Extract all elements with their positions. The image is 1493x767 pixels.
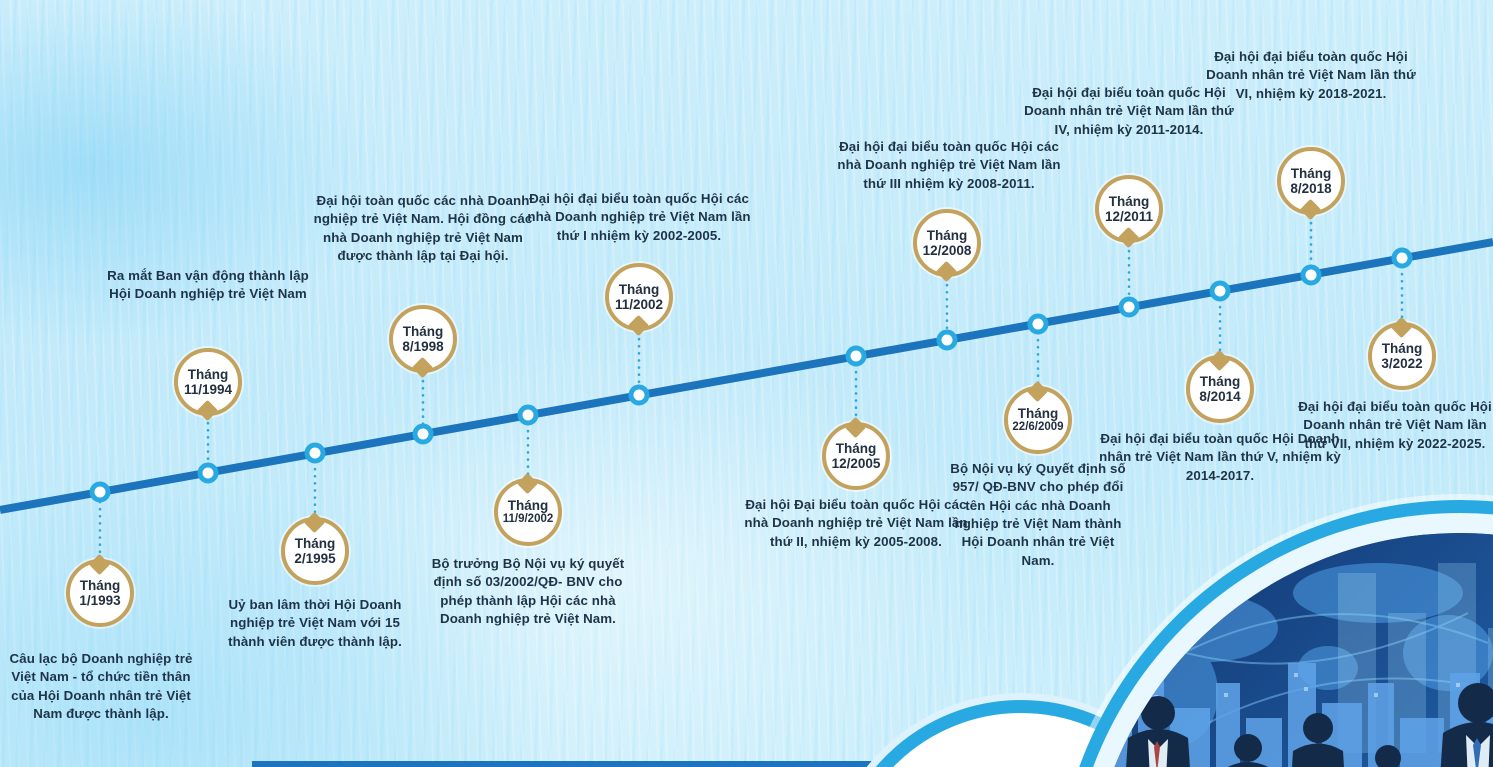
badge-date: 11/2002	[614, 297, 664, 312]
milestone-badge-8-2018: Tháng 8/2018	[1277, 147, 1345, 215]
timeline-node	[517, 404, 539, 426]
timeline-node	[89, 481, 111, 503]
milestone-description-3-2022: Đại hội đại biểu toàn quốc Hội Doanh nhâ…	[1298, 399, 1492, 451]
badge-month-word: Tháng	[1108, 193, 1150, 209]
timeline-node	[1300, 264, 1322, 286]
badge-date: 8/1998	[402, 339, 444, 354]
badge-date: 8/2018	[1290, 181, 1332, 196]
badge-month-word: Tháng	[402, 323, 444, 339]
milestone-description-12-2008: Đại hội đại biểu toàn quốc Hội các nhà D…	[837, 139, 1061, 191]
connector-lines	[98, 214, 1404, 558]
badge-date: 8/2014	[1199, 389, 1241, 404]
timeline-node	[197, 462, 219, 484]
timeline-node	[1118, 296, 1140, 318]
milestone-badge-8-1998: Tháng 8/1998	[389, 305, 457, 373]
timeline-node	[936, 329, 958, 351]
milestone-badge-12-2005: Tháng 12/2005	[822, 422, 890, 490]
badge-month-word: Tháng	[294, 535, 336, 551]
milestone-description-12-2011: Đại hội đại biểu toàn quốc Hội Doanh nhâ…	[1024, 85, 1234, 137]
milestone-description-11-9-2002: Bộ trưởng Bộ Nội vụ ký quyết định số 03/…	[431, 556, 625, 627]
milestone-description-22-6-2009: Bộ Nội vụ ký Quyết định số 957/ QĐ-BNV c…	[950, 461, 1126, 568]
badge-month-word: Tháng	[618, 281, 660, 297]
milestone-badge-1-1993: Tháng 1/1993	[66, 559, 134, 627]
milestone-badge-22-6-2009: Tháng 22/6/2009	[1004, 386, 1072, 454]
person-silhouette	[1292, 713, 1344, 767]
bottom-accent-bar	[252, 761, 1493, 767]
badge-month-word: Tháng	[1381, 340, 1423, 356]
timeline-node	[412, 423, 434, 445]
badge-month-word: Tháng	[1199, 373, 1241, 389]
shirt-accents	[1148, 735, 1490, 767]
badge-date: 12/2008	[922, 243, 972, 258]
milestone-badge-12-2008: Tháng 12/2008	[913, 209, 981, 277]
milestone-badge-8-2014: Tháng 8/2014	[1186, 355, 1254, 423]
badge-month-word: Tháng	[187, 366, 229, 382]
badge-date: 1/1993	[79, 593, 121, 608]
timeline-node	[304, 442, 326, 464]
badge-month-word: Tháng	[926, 227, 968, 243]
badge-date: 22/6/2009	[1012, 421, 1064, 434]
timeline-node	[845, 345, 867, 367]
badge-date: 11/1994	[183, 382, 233, 397]
badge-date: 12/2011	[1104, 209, 1154, 224]
badge-month-word: Tháng	[1290, 165, 1332, 181]
milestone-badge-3-2022: Tháng 3/2022	[1368, 322, 1436, 390]
timeline-node	[1209, 280, 1231, 302]
milestone-description-8-1998: Đại hội toàn quốc các nhà Doanh nghiệp t…	[313, 193, 533, 264]
badge-date: 2/1995	[294, 551, 336, 566]
badge-date: 12/2005	[831, 456, 881, 471]
milestone-badge-2-1995: Tháng 2/1995	[281, 517, 349, 585]
timeline-node	[628, 384, 650, 406]
milestone-description-8-2018: Đại hội đại biểu toàn quốc Hội Doanh nhâ…	[1206, 49, 1416, 101]
milestone-description-8-2014: Đại hội đại biểu toàn quốc Hội Doanh nhâ…	[1099, 431, 1341, 483]
milestone-badge-11-1994: Tháng 11/1994	[174, 348, 242, 416]
milestone-badge-11-9-2002: Tháng 11/9/2002	[494, 478, 562, 546]
person-silhouette	[1227, 734, 1269, 767]
timeline-line	[0, 238, 1493, 514]
people-silhouettes	[1126, 683, 1493, 767]
timeline-node	[1027, 313, 1049, 335]
timeline-node	[1391, 247, 1413, 269]
badge-date: 3/2022	[1381, 356, 1423, 371]
timeline-nodes	[89, 247, 1413, 503]
milestone-description-1-1993: Câu lạc bộ Doanh nghiệp trẻ Việt Nam - t…	[9, 651, 193, 722]
milestone-description-12-2005: Đại hội Đại biểu toàn quốc Hội các nhà D…	[744, 497, 968, 549]
milestone-description-11-1994: Ra mắt Ban vận động thành lập Hội Doanh …	[107, 268, 309, 302]
badge-month-word: Tháng	[1017, 406, 1059, 421]
milestone-description-2-1995: Uỷ ban lâm thời Hội Doanh nghiệp trẻ Việ…	[228, 597, 402, 649]
milestone-badge-12-2011: Tháng 12/2011	[1095, 175, 1163, 243]
badge-month-word: Tháng	[79, 577, 121, 593]
badge-date: 11/9/2002	[502, 513, 554, 526]
person-silhouette	[1375, 745, 1401, 767]
milestone-badge-11-2002: Tháng 11/2002	[605, 263, 673, 331]
milestone-description-11-2002: Đại hội đại biểu toàn quốc Hội các nhà D…	[527, 191, 751, 243]
badge-month-word: Tháng	[835, 440, 877, 456]
badge-month-word: Tháng	[507, 498, 549, 513]
